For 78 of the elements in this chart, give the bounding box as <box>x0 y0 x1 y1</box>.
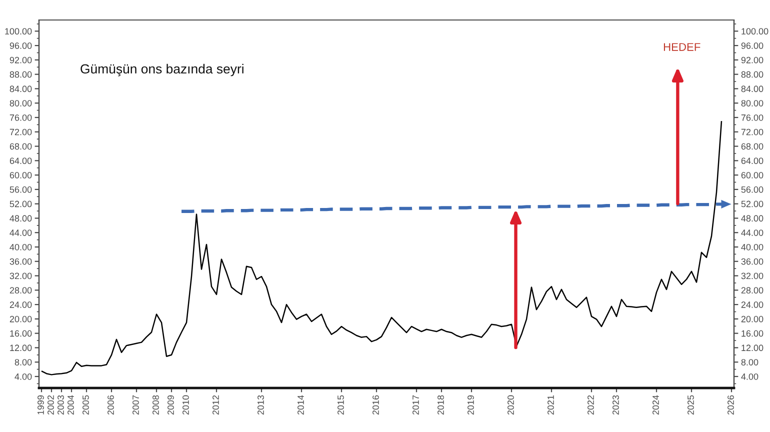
y2-tick-label: 8.00 <box>741 359 758 366</box>
annotation: HEDEF <box>664 43 700 51</box>
x-tick-label: 2023 <box>612 395 619 415</box>
x-tick-label: 1999 <box>38 395 44 414</box>
x-tick-label: 2012 <box>212 395 219 415</box>
y-tick-label: 32.00 <box>10 272 32 280</box>
y-tick-label: 100.00 <box>5 28 32 35</box>
x-tick-label: 2006 <box>108 395 114 415</box>
y-tick-label: 80.00 <box>10 100 32 106</box>
y-tick-label: 60.00 <box>10 172 32 178</box>
y2-tick-label: 12.00 <box>742 344 764 352</box>
x-tick-label: 2024 <box>652 395 659 415</box>
x-tick-label: 2002 <box>48 395 54 415</box>
y-tick-label: 28.00 <box>10 287 32 294</box>
y2-tick-label: 84.00 <box>741 86 764 92</box>
x-tick-label: 2022 <box>588 395 594 415</box>
y2-tick-label: 4.00 <box>741 373 758 380</box>
y2-tick-label: 64.00 <box>741 158 764 164</box>
y2-tick-label: 24.00 <box>741 302 764 308</box>
y-tick-label: 48.00 <box>10 215 32 222</box>
x-tick-label: 2003 <box>58 395 64 415</box>
x-tick-label: 2020 <box>508 395 514 415</box>
y-tick-label: 40.00 <box>10 244 32 250</box>
x-tick-label: 2014 <box>298 395 304 415</box>
x-tick-label: 2009 <box>168 395 174 415</box>
x-tick-label: 2021 <box>548 395 554 415</box>
x-tick-label: 2013 <box>258 395 264 415</box>
x-tick-label: 2007 <box>132 395 139 415</box>
y-tick-label: 36.00 <box>10 258 32 265</box>
y2-tick-label: 48.00 <box>741 215 764 222</box>
x-tick-label: 2026 <box>728 395 734 415</box>
y2-tick-label: 72.00 <box>741 128 764 136</box>
y2-tick-label: 36.00 <box>741 258 764 265</box>
y2-tick-label: 16.00 <box>742 330 764 337</box>
y2-tick-label: 88.00 <box>741 71 764 78</box>
y2-tick-label: 28.00 <box>741 287 764 294</box>
y2-tick-label: 52.00 <box>741 200 764 208</box>
y-tick-label: 56.00 <box>10 186 32 193</box>
x-tick-label: 2010 <box>182 395 189 415</box>
y-tick-label: 52.00 <box>10 200 32 208</box>
y2-tick-label: 32.00 <box>741 272 764 280</box>
y-tick-label: 72.00 <box>10 128 32 136</box>
text: Gümüşün ons bazında seyri <box>80 64 244 76</box>
x-tick-label: 2018 <box>438 395 444 415</box>
x-tick-label: 2008 <box>152 395 159 415</box>
line-series <box>40 120 722 376</box>
y2-tick-label: 92.00 <box>741 56 764 64</box>
x-tick-label: 2017 <box>412 395 419 415</box>
y-tick-label: 16.00 <box>10 330 32 337</box>
y-tick-label: 24.00 <box>10 302 32 308</box>
y2-tick-label: 68.00 <box>741 143 764 150</box>
y-tick-label: 84.00 <box>10 86 32 92</box>
y2-tick-label: 80.00 <box>741 100 764 106</box>
y2-tick-label: 60.00 <box>741 172 764 178</box>
y-tick-label: 44.00 <box>10 230 32 236</box>
y-tick-label: 92.00 <box>10 56 32 64</box>
x-tick-label: 2005 <box>82 395 89 415</box>
y-tick-label: 76.00 <box>10 114 32 121</box>
y-tick-label: 88.00 <box>10 71 32 78</box>
y2-tick-label: 40.00 <box>741 244 764 250</box>
x-tick-label: 2019 <box>468 395 474 415</box>
x-tick-label: 2004 <box>68 395 74 415</box>
y2-tick-label: 76.00 <box>741 114 764 121</box>
y2-tick-label: 96.00 <box>741 42 764 49</box>
y-tick-label: 8.00 <box>14 359 32 366</box>
x-tick-label: 2025 <box>688 395 694 415</box>
y-tick-label: 20.00 <box>10 316 32 322</box>
y2-tick-label: 44.00 <box>741 230 764 236</box>
y-tick-label: 4.00 <box>14 373 32 380</box>
y-tick-label: 96.00 <box>10 42 32 49</box>
y-tick-label: 12.00 <box>10 344 32 352</box>
y-tick-label: 64.00 <box>10 158 32 164</box>
y-tick-label: 68.00 <box>10 143 32 150</box>
x-tick-label: 2015 <box>338 395 344 415</box>
y2-tick-label: 100.00 <box>742 28 768 35</box>
x-tick-label: 2016 <box>372 395 379 415</box>
y2-tick-label: 20.00 <box>741 316 764 322</box>
y2-tick-label: 56.00 <box>741 186 764 193</box>
